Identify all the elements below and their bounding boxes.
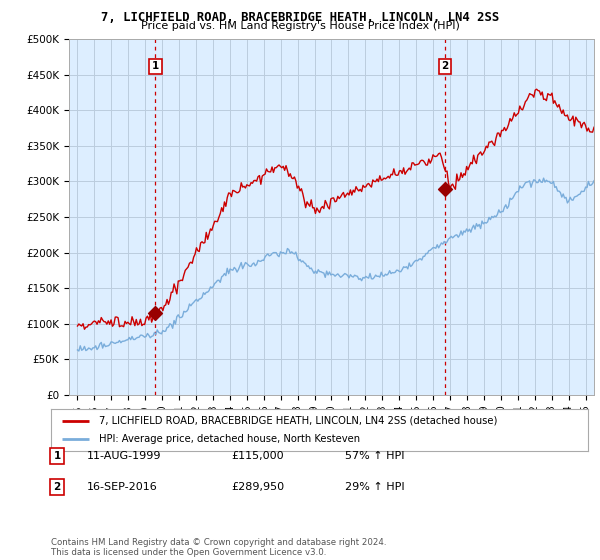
Text: 29% ↑ HPI: 29% ↑ HPI — [345, 482, 404, 492]
Text: 11-AUG-1999: 11-AUG-1999 — [87, 451, 161, 461]
Text: 7, LICHFIELD ROAD, BRACEBRIDGE HEATH, LINCOLN, LN4 2SS (detached house): 7, LICHFIELD ROAD, BRACEBRIDGE HEATH, LI… — [100, 416, 498, 426]
Text: 7, LICHFIELD ROAD, BRACEBRIDGE HEATH, LINCOLN, LN4 2SS: 7, LICHFIELD ROAD, BRACEBRIDGE HEATH, LI… — [101, 11, 499, 24]
Text: 1: 1 — [53, 451, 61, 461]
Text: £115,000: £115,000 — [231, 451, 284, 461]
Text: 2: 2 — [53, 482, 61, 492]
Point — [440, 184, 450, 193]
Text: Contains HM Land Registry data © Crown copyright and database right 2024.
This d: Contains HM Land Registry data © Crown c… — [51, 538, 386, 557]
Text: 57% ↑ HPI: 57% ↑ HPI — [345, 451, 404, 461]
Text: £289,950: £289,950 — [231, 482, 284, 492]
Text: Price paid vs. HM Land Registry's House Price Index (HPI): Price paid vs. HM Land Registry's House … — [140, 21, 460, 31]
Text: HPI: Average price, detached house, North Kesteven: HPI: Average price, detached house, Nort… — [100, 434, 361, 444]
Point — [151, 309, 160, 318]
Text: 16-SEP-2016: 16-SEP-2016 — [87, 482, 158, 492]
Text: 2: 2 — [442, 61, 449, 71]
Text: 1: 1 — [152, 61, 159, 71]
